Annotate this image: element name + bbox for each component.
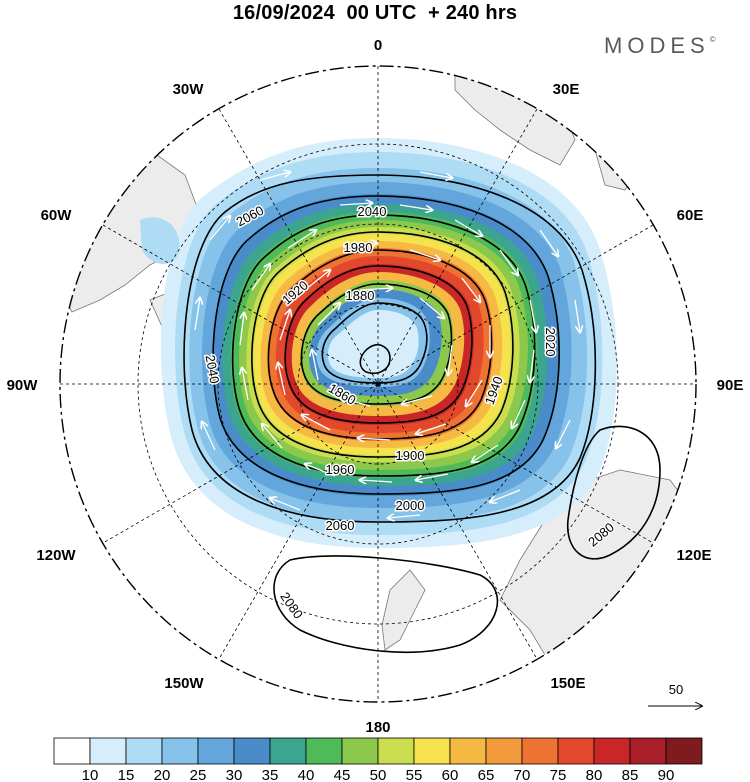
brand-name: MODES bbox=[604, 33, 710, 58]
colorbar-swatch bbox=[629, 737, 667, 765]
lon-label-120e: 120E bbox=[676, 547, 711, 564]
land-new-zealand bbox=[381, 569, 426, 651]
colorbar-label: 35 bbox=[262, 767, 279, 782]
colorbar-label: 10 bbox=[82, 767, 99, 782]
colorbar-swatch bbox=[341, 737, 379, 765]
colorbar-label: 55 bbox=[406, 767, 423, 782]
colorbar-swatch bbox=[53, 737, 91, 765]
lon-label-180: 180 bbox=[365, 719, 390, 736]
colorbar-swatch bbox=[89, 737, 127, 765]
colorbar-swatch bbox=[269, 737, 307, 765]
lon-label-0: 0 bbox=[374, 37, 382, 54]
lon-label-120w: 120W bbox=[36, 547, 76, 564]
colorbar-swatch bbox=[161, 737, 199, 765]
colorbar-swatch bbox=[485, 737, 523, 765]
colorbar-swatch bbox=[233, 737, 271, 765]
lon-label-150w: 150W bbox=[164, 675, 204, 692]
colorbar-label: 50 bbox=[370, 767, 387, 782]
contour-label: 1900 bbox=[396, 448, 425, 463]
contour-label: 1960 bbox=[326, 462, 355, 477]
colorbar-swatch bbox=[665, 737, 703, 765]
colorbar-swatch bbox=[377, 737, 415, 765]
lon-label-30e: 30E bbox=[553, 81, 580, 98]
modes-logo: MODES© bbox=[604, 33, 716, 59]
pole-marker bbox=[375, 381, 381, 387]
contour-label: 2020 bbox=[543, 328, 558, 357]
colorbar-swatch bbox=[305, 737, 343, 765]
lon-label-90e: 90E bbox=[717, 377, 744, 394]
colorbar-label: 75 bbox=[550, 767, 567, 782]
colorbar-label: 20 bbox=[154, 767, 171, 782]
lon-label-60e: 60E bbox=[677, 207, 704, 224]
colorbar-label: 65 bbox=[478, 767, 495, 782]
colorbar-swatch bbox=[593, 737, 631, 765]
colorbar-swatch bbox=[557, 737, 595, 765]
contour-label: 1880 bbox=[346, 288, 375, 303]
colorbar-swatch bbox=[521, 737, 559, 765]
lon-label-90w: 90W bbox=[7, 377, 39, 394]
contour-label: 2060 bbox=[326, 518, 355, 533]
colorbar-label: 90 bbox=[658, 767, 675, 782]
contour-label: 2040 bbox=[203, 354, 223, 385]
contour-label: 2000 bbox=[396, 498, 425, 513]
reference-vector: 50 bbox=[648, 682, 702, 706]
colorbar-swatch bbox=[197, 737, 235, 765]
copyright-mark: © bbox=[709, 35, 716, 44]
colorbar-label: 85 bbox=[622, 767, 639, 782]
colorbar-label: 40 bbox=[298, 767, 315, 782]
colorbar-label: 15 bbox=[118, 767, 135, 782]
contour-label: 2040 bbox=[358, 204, 387, 219]
height-contours bbox=[183, 174, 661, 653]
lon-label-60w: 60W bbox=[41, 207, 73, 224]
longitude-labels: 0 30E 60E 90E 120E 150E 180 150W 120W 90… bbox=[7, 37, 744, 736]
reference-vector-label: 50 bbox=[669, 682, 683, 697]
lon-label-150e: 150E bbox=[550, 675, 585, 692]
map-boundary bbox=[59, 65, 697, 703]
wind-vectors bbox=[194, 172, 580, 518]
contour-label: 1980 bbox=[344, 240, 373, 255]
colorbar-label: 80 bbox=[586, 767, 603, 782]
colorbar-label: 25 bbox=[190, 767, 207, 782]
colorbar-swatch bbox=[125, 737, 163, 765]
colorbar-label: 30 bbox=[226, 767, 243, 782]
colorbar-swatch bbox=[413, 737, 451, 765]
lon-label-30w: 30W bbox=[173, 81, 205, 98]
colorbar: 10 15 20 25 30 35 40 45 50 55 60 65 70 75 80 85 90 bbox=[53, 737, 703, 782]
colorbar-label: 45 bbox=[334, 767, 351, 782]
chart-title: 16/09/2024 00 UTC + 240 hrs bbox=[232, 2, 518, 24]
colorbar-swatch bbox=[449, 737, 487, 765]
colorbar-label: 60 bbox=[442, 767, 459, 782]
colorbar-label: 70 bbox=[514, 767, 531, 782]
wind-speed-shading bbox=[140, 138, 617, 548]
